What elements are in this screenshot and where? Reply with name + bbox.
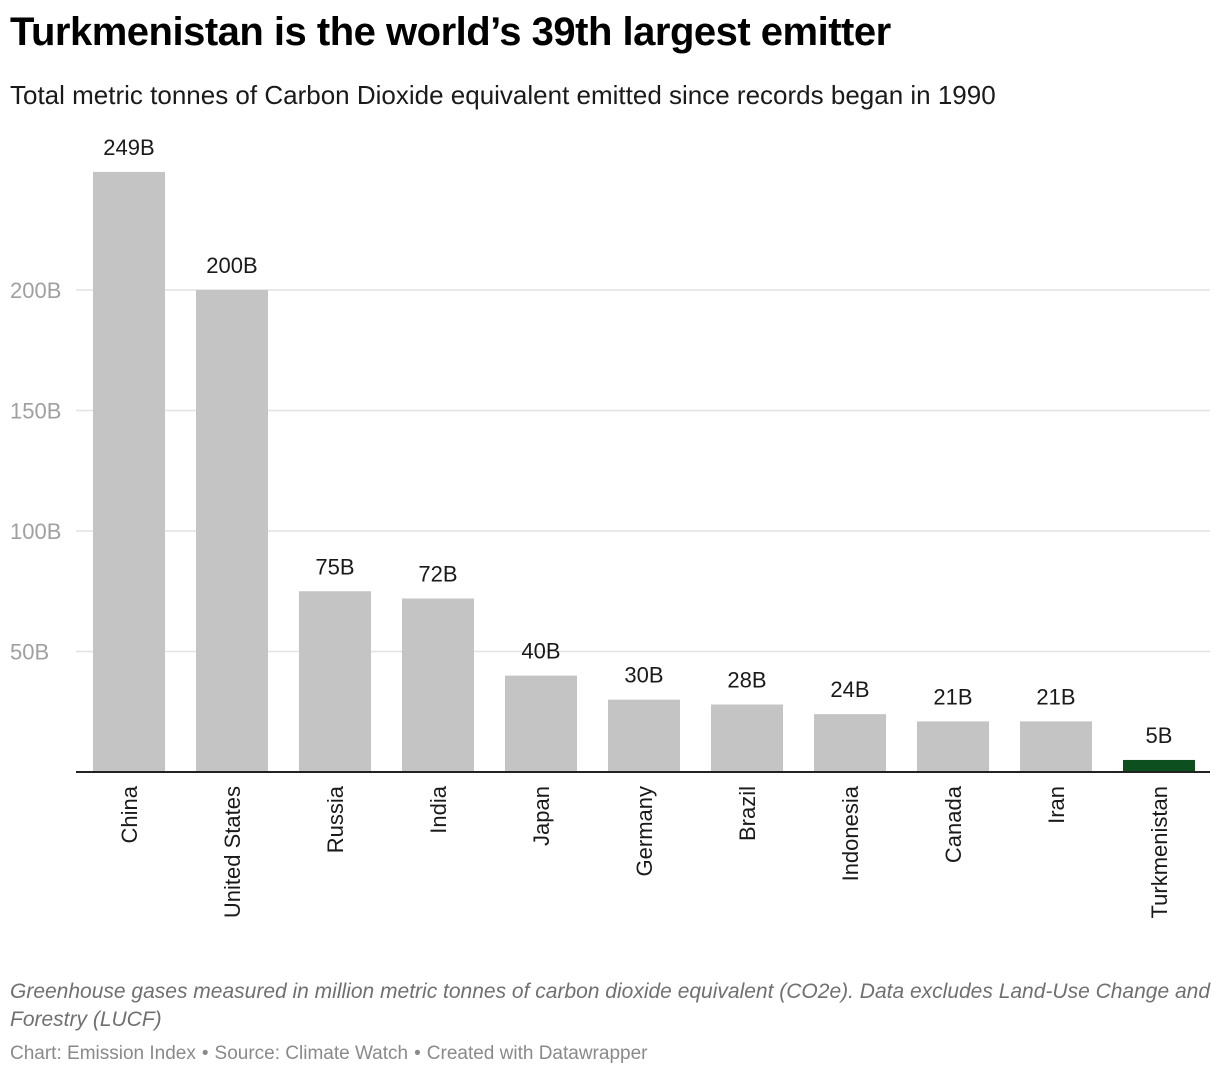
y-tick-label: 100B [10,519,61,544]
data-label: 249B [103,135,154,160]
x-tick-label: Turkmenistan [1147,786,1172,918]
data-label: 75B [315,554,354,579]
bar [299,591,371,772]
credit-text: Chart: Emission Index [10,1043,196,1064]
data-label: 21B [1036,684,1075,709]
data-label: 24B [830,677,869,702]
y-tick-label: 150B [10,399,61,424]
bar [505,675,577,772]
data-label: 40B [521,639,560,664]
bar [1123,759,1195,772]
source-text: Source: Climate Watch [214,1043,409,1064]
data-label: 72B [418,561,457,586]
bar [608,699,680,772]
data-label: 30B [624,663,663,688]
bar [402,598,474,772]
bar [711,704,783,772]
x-tick-label: Indonesia [838,785,863,881]
y-tick-label: 200B [10,278,61,303]
chart-title: Turkmenistan is the world’s 39th largest… [10,10,891,54]
x-tick-label: Canada [941,785,966,863]
x-tick-label: Germany [632,786,657,876]
x-tick-label: United States [220,786,245,918]
bar [917,721,989,772]
bar-chart: 50B 100B 150B 200B 249B China 200B United State… [10,135,1210,918]
x-tick-label: India [426,785,451,833]
bar [1020,721,1092,772]
x-tick-label: Iran [1044,786,1069,824]
bar [93,171,165,772]
chart-byline: Chart: Emission Index • Source: Climate Wa… [10,1043,647,1065]
chart-notes: Greenhouse gases measured in million met… [10,980,1211,1031]
y-tick-label: 50B [10,640,49,665]
data-label: 5B [1146,723,1173,748]
x-tick-label: Japan [529,786,554,846]
data-label: 200B [206,253,257,278]
chart-subtitle: Total metric tonnes of Carbon Dioxide eq… [10,80,996,110]
x-tick-label: Russia [323,785,348,853]
bar [196,290,268,772]
byline-separator: • [201,1043,209,1064]
bar [814,714,886,772]
x-tick-label: Brazil [735,786,760,841]
created-with-text: Created with Datawrapper [426,1043,648,1064]
data-label: 28B [727,668,766,693]
byline-separator: • [414,1043,421,1064]
x-tick-label: China [117,785,142,843]
data-label: 21B [933,684,972,709]
